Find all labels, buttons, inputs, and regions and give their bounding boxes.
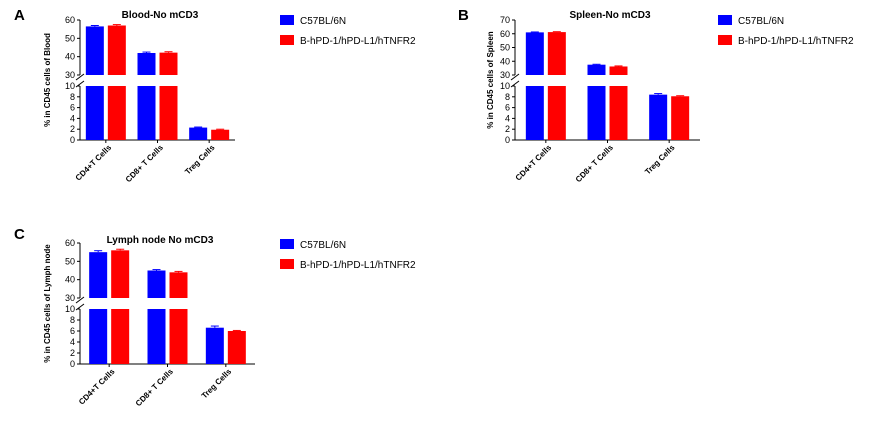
- bar-lower-segment: [85, 86, 104, 140]
- panel-letter: A: [14, 7, 25, 24]
- bar: [211, 129, 230, 140]
- bar-lower-segment: [111, 309, 130, 364]
- y-tick-label: 4: [70, 337, 75, 347]
- bar: [547, 32, 566, 75]
- y-tick-label: 40: [65, 275, 75, 285]
- y-tick-label: 10: [65, 304, 75, 314]
- y-tick-label: 4: [505, 113, 510, 123]
- y-tick-label: 6: [70, 326, 75, 336]
- bar: [587, 64, 606, 75]
- x-tick-label: CD4+T Cells: [77, 367, 117, 407]
- bar: [649, 94, 668, 140]
- legend-label: C57BL/6N: [300, 16, 346, 27]
- legend-swatch: [280, 239, 294, 249]
- y-tick-label: 8: [70, 315, 75, 325]
- x-tick-label: CD4+T Cells: [514, 143, 554, 183]
- panel-letter: B: [458, 7, 469, 24]
- chart-title: Blood-No mCD3: [122, 10, 199, 21]
- y-tick-label: 0: [505, 135, 510, 145]
- bar: [189, 127, 208, 140]
- bar-lower-segment: [547, 86, 566, 140]
- y-tick-label: 0: [70, 135, 75, 145]
- axis-break-mark: [75, 296, 85, 304]
- legend-label: C57BL/6N: [738, 16, 784, 27]
- y-tick-label: 6: [505, 103, 510, 113]
- legend-swatch: [718, 35, 732, 45]
- bar-lower-segment: [159, 86, 178, 140]
- bar: [227, 331, 246, 364]
- y-tick-label: 50: [65, 256, 75, 266]
- bar: [147, 270, 166, 298]
- bar: [111, 250, 130, 298]
- bar: [89, 252, 108, 298]
- legend-label: B-hPD-1/hPD-L1/hTNFR2: [300, 260, 416, 271]
- y-tick-label: 8: [505, 92, 510, 102]
- x-tick-label: CD8+ T Cells: [124, 143, 165, 184]
- x-tick-label: CD8+ T Cells: [574, 143, 615, 184]
- y-tick-label: 40: [65, 52, 75, 62]
- legend-label: B-hPD-1/hPD-L1/hTNFR2: [300, 36, 416, 47]
- y-tick-label: 60: [65, 15, 75, 25]
- legend-label: B-hPD-1/hPD-L1/hTNFR2: [738, 36, 854, 47]
- y-tick-label: 2: [505, 124, 510, 134]
- legend-swatch: [718, 15, 732, 25]
- y-tick-label: 50: [65, 33, 75, 43]
- legend-swatch: [280, 35, 294, 45]
- y-tick-label: 30: [65, 293, 75, 303]
- y-tick-label: 10: [500, 81, 510, 91]
- bar-lower-segment: [137, 86, 156, 140]
- x-tick-label: CD8+ T Cells: [134, 367, 175, 408]
- bar: [159, 52, 178, 75]
- x-tick-label: Treg Cells: [200, 367, 234, 401]
- y-tick-label: 10: [65, 81, 75, 91]
- y-tick-label: 8: [70, 92, 75, 102]
- legend-swatch: [280, 15, 294, 25]
- bar: [107, 25, 126, 75]
- bar-lower-segment: [169, 309, 188, 364]
- panel-letter: C: [14, 226, 25, 243]
- y-tick-label: 50: [500, 43, 510, 53]
- x-tick-label: CD4+T Cells: [74, 143, 114, 183]
- y-tick-label: 6: [70, 103, 75, 113]
- axis-break-mark: [510, 73, 520, 81]
- y-axis-label: % in CD45 cells of Blood: [43, 33, 52, 127]
- bar: [525, 32, 544, 75]
- y-tick-label: 60: [65, 238, 75, 248]
- y-tick-label: 40: [500, 56, 510, 66]
- bar-lower-segment: [89, 309, 108, 364]
- chart-title: Spleen-No mCD3: [569, 10, 651, 21]
- y-tick-label: 30: [500, 70, 510, 80]
- bar-lower-segment: [609, 86, 628, 140]
- y-tick-label: 2: [70, 348, 75, 358]
- x-tick-label: Treg Cells: [643, 143, 677, 177]
- y-tick-label: 70: [500, 15, 510, 25]
- axis-break-mark: [75, 73, 85, 81]
- bar: [85, 26, 104, 76]
- bar: [205, 327, 224, 364]
- bar-lower-segment: [107, 86, 126, 140]
- y-tick-label: 4: [70, 113, 75, 123]
- legend-swatch: [280, 259, 294, 269]
- y-axis-label: % in CD45 cells of Lymph node: [43, 244, 52, 363]
- chart-title: Lymph node No mCD3: [107, 235, 214, 246]
- bar: [609, 66, 628, 75]
- bar-lower-segment: [587, 86, 606, 140]
- y-axis-label: % in CD45 cells of Spleen: [486, 31, 495, 128]
- legend-label: C57BL/6N: [300, 240, 346, 251]
- bar-lower-segment: [147, 309, 166, 364]
- y-tick-label: 2: [70, 124, 75, 134]
- bar: [671, 96, 690, 140]
- y-tick-label: 0: [70, 359, 75, 369]
- y-tick-label: 60: [500, 29, 510, 39]
- bar: [137, 53, 156, 75]
- bar: [169, 272, 188, 298]
- bar-lower-segment: [525, 86, 544, 140]
- y-tick-label: 30: [65, 70, 75, 80]
- x-tick-label: Treg Cells: [183, 143, 217, 177]
